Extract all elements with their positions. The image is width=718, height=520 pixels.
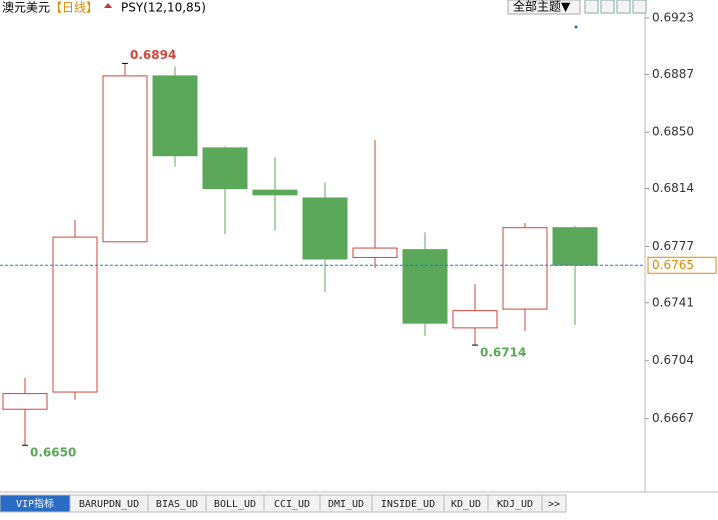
candle-body — [2, 393, 48, 410]
tab-label[interactable]: BIAS_UD — [156, 499, 198, 510]
tool-button[interactable] — [600, 0, 615, 14]
candle-body — [152, 75, 198, 157]
tab-label[interactable]: CCI_UD — [274, 499, 310, 510]
tab-label[interactable]: KD_UD — [451, 499, 481, 510]
last-price-box — [647, 256, 717, 274]
last-price-label: 0.6765 — [652, 258, 694, 272]
tab-label[interactable]: KDJ_UD — [497, 499, 533, 510]
y-tick-label: 0.6667 — [652, 411, 694, 425]
y-tick-label: 0.6741 — [652, 295, 694, 309]
y-tick-label: 0.6887 — [652, 67, 694, 81]
tool-button[interactable] — [584, 0, 599, 14]
tab-label[interactable]: BOLL_UD — [214, 499, 256, 510]
tool-button[interactable] — [632, 0, 647, 14]
tab[interactable] — [541, 494, 567, 513]
y-tick-label: 0.6704 — [652, 353, 694, 367]
candle-body — [452, 310, 498, 329]
tab-label[interactable]: VIP指标 — [16, 497, 54, 510]
theme-button-label[interactable]: 全部主题▼ — [513, 0, 571, 14]
low-label: 0.6650 — [30, 446, 76, 460]
candle-body — [302, 197, 348, 260]
marker — [574, 25, 578, 29]
tab-label[interactable]: BARUPDN_UD — [79, 499, 139, 510]
y-tick-label: 0.6814 — [652, 181, 694, 195]
symbol: 澳元美元 — [2, 1, 50, 15]
theme-button[interactable] — [507, 0, 581, 15]
tool-button[interactable] — [616, 0, 631, 14]
tab-label[interactable]: INSIDE_UD — [381, 499, 435, 510]
icon — [104, 3, 112, 8]
high-label: 0.6894 — [130, 48, 176, 62]
candle-body — [502, 227, 548, 310]
y-tick-label: 0.6923 — [652, 10, 694, 24]
y-tick-label: 0.6777 — [652, 239, 694, 253]
candle-body — [552, 227, 598, 266]
tab-label[interactable]: >> — [548, 499, 560, 510]
candle-body — [202, 147, 248, 190]
indicator: PSY(12,10,85) — [121, 1, 206, 15]
y-tick-label: 0.6850 — [652, 125, 694, 139]
tab-label[interactable]: DMI_UD — [328, 499, 364, 510]
toolbar — [584, 0, 647, 14]
candle-body — [102, 75, 148, 243]
candle-body — [252, 189, 298, 196]
low-label: 0.6714 — [480, 346, 526, 360]
candle-body — [402, 249, 448, 324]
candle-body — [52, 236, 98, 393]
candle-body — [352, 247, 398, 258]
period: 【日线】 — [50, 1, 98, 15]
